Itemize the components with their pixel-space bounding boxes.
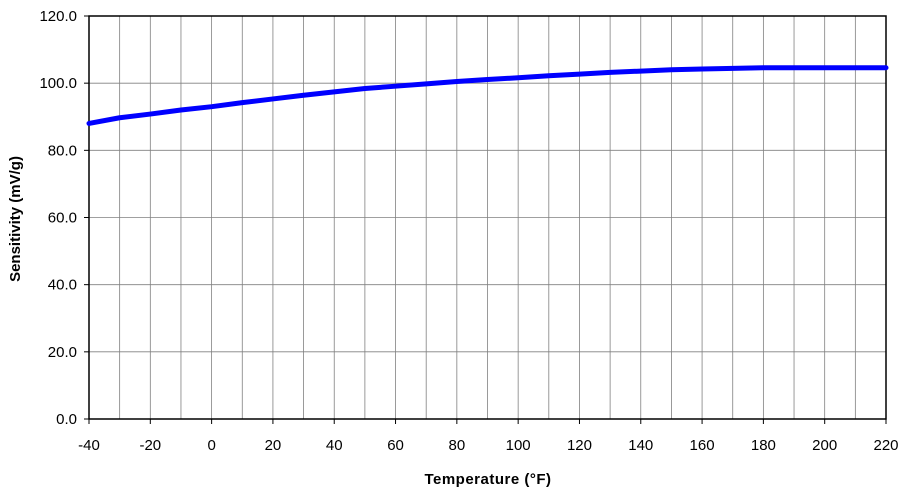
y-axis-title: Sensitivity (mV/g) <box>7 156 24 282</box>
data-point <box>669 68 673 72</box>
data-point <box>455 79 459 83</box>
y-tick-label: 100.0 <box>39 75 77 92</box>
y-tick-label: 80.0 <box>48 142 77 159</box>
x-tick-label: 20 <box>265 437 282 454</box>
data-point <box>332 90 336 94</box>
grid <box>89 16 886 419</box>
x-tick-label: 220 <box>873 437 898 454</box>
x-tick-label: 60 <box>387 437 404 454</box>
series-layer <box>86 65 889 126</box>
x-tick-label: 40 <box>326 437 343 454</box>
data-point <box>516 76 520 80</box>
data-point <box>731 66 735 70</box>
data-point <box>700 67 704 71</box>
data-point <box>547 74 551 78</box>
data-point <box>240 101 244 105</box>
data-point <box>210 105 214 109</box>
data-point <box>792 66 796 70</box>
data-point <box>577 72 581 76</box>
x-tick-label: 120 <box>567 437 592 454</box>
data-point <box>823 66 827 70</box>
x-tick-label: 100 <box>506 437 531 454</box>
x-tick-label: -20 <box>139 437 161 454</box>
data-point <box>394 84 398 88</box>
y-tick-label: 120.0 <box>39 8 77 25</box>
x-tick-label: 80 <box>449 437 466 454</box>
data-point <box>761 66 765 70</box>
axis-ticks: -40 -20 0 20 40 60 80 100 120 140 160 180 200 220 0.0 2… <box>39 8 898 454</box>
y-tick-label: 20.0 <box>48 344 77 361</box>
x-tick-label: 200 <box>812 437 837 454</box>
y-tick-label: 40.0 <box>48 277 77 294</box>
data-point <box>118 116 122 120</box>
data-point <box>486 77 489 81</box>
y-tick-label: 60.0 <box>48 210 77 227</box>
data-point <box>302 93 306 97</box>
x-tick-label: 160 <box>690 437 715 454</box>
data-point <box>853 66 857 70</box>
x-tick-label: 180 <box>751 437 776 454</box>
y-tick-label: 0.0 <box>56 411 77 428</box>
data-point <box>148 112 152 116</box>
data-point <box>271 97 275 101</box>
data-point <box>639 69 643 73</box>
data-point <box>363 87 367 91</box>
data-point <box>884 66 888 70</box>
x-tick-label: -40 <box>78 437 100 454</box>
x-axis-title: Temperature (°F) <box>424 471 551 488</box>
data-point <box>608 70 612 74</box>
data-point <box>179 108 183 112</box>
x-tick-label: 140 <box>628 437 653 454</box>
data-point <box>424 82 428 86</box>
x-tick-label: 0 <box>207 437 215 454</box>
data-point <box>87 121 91 125</box>
